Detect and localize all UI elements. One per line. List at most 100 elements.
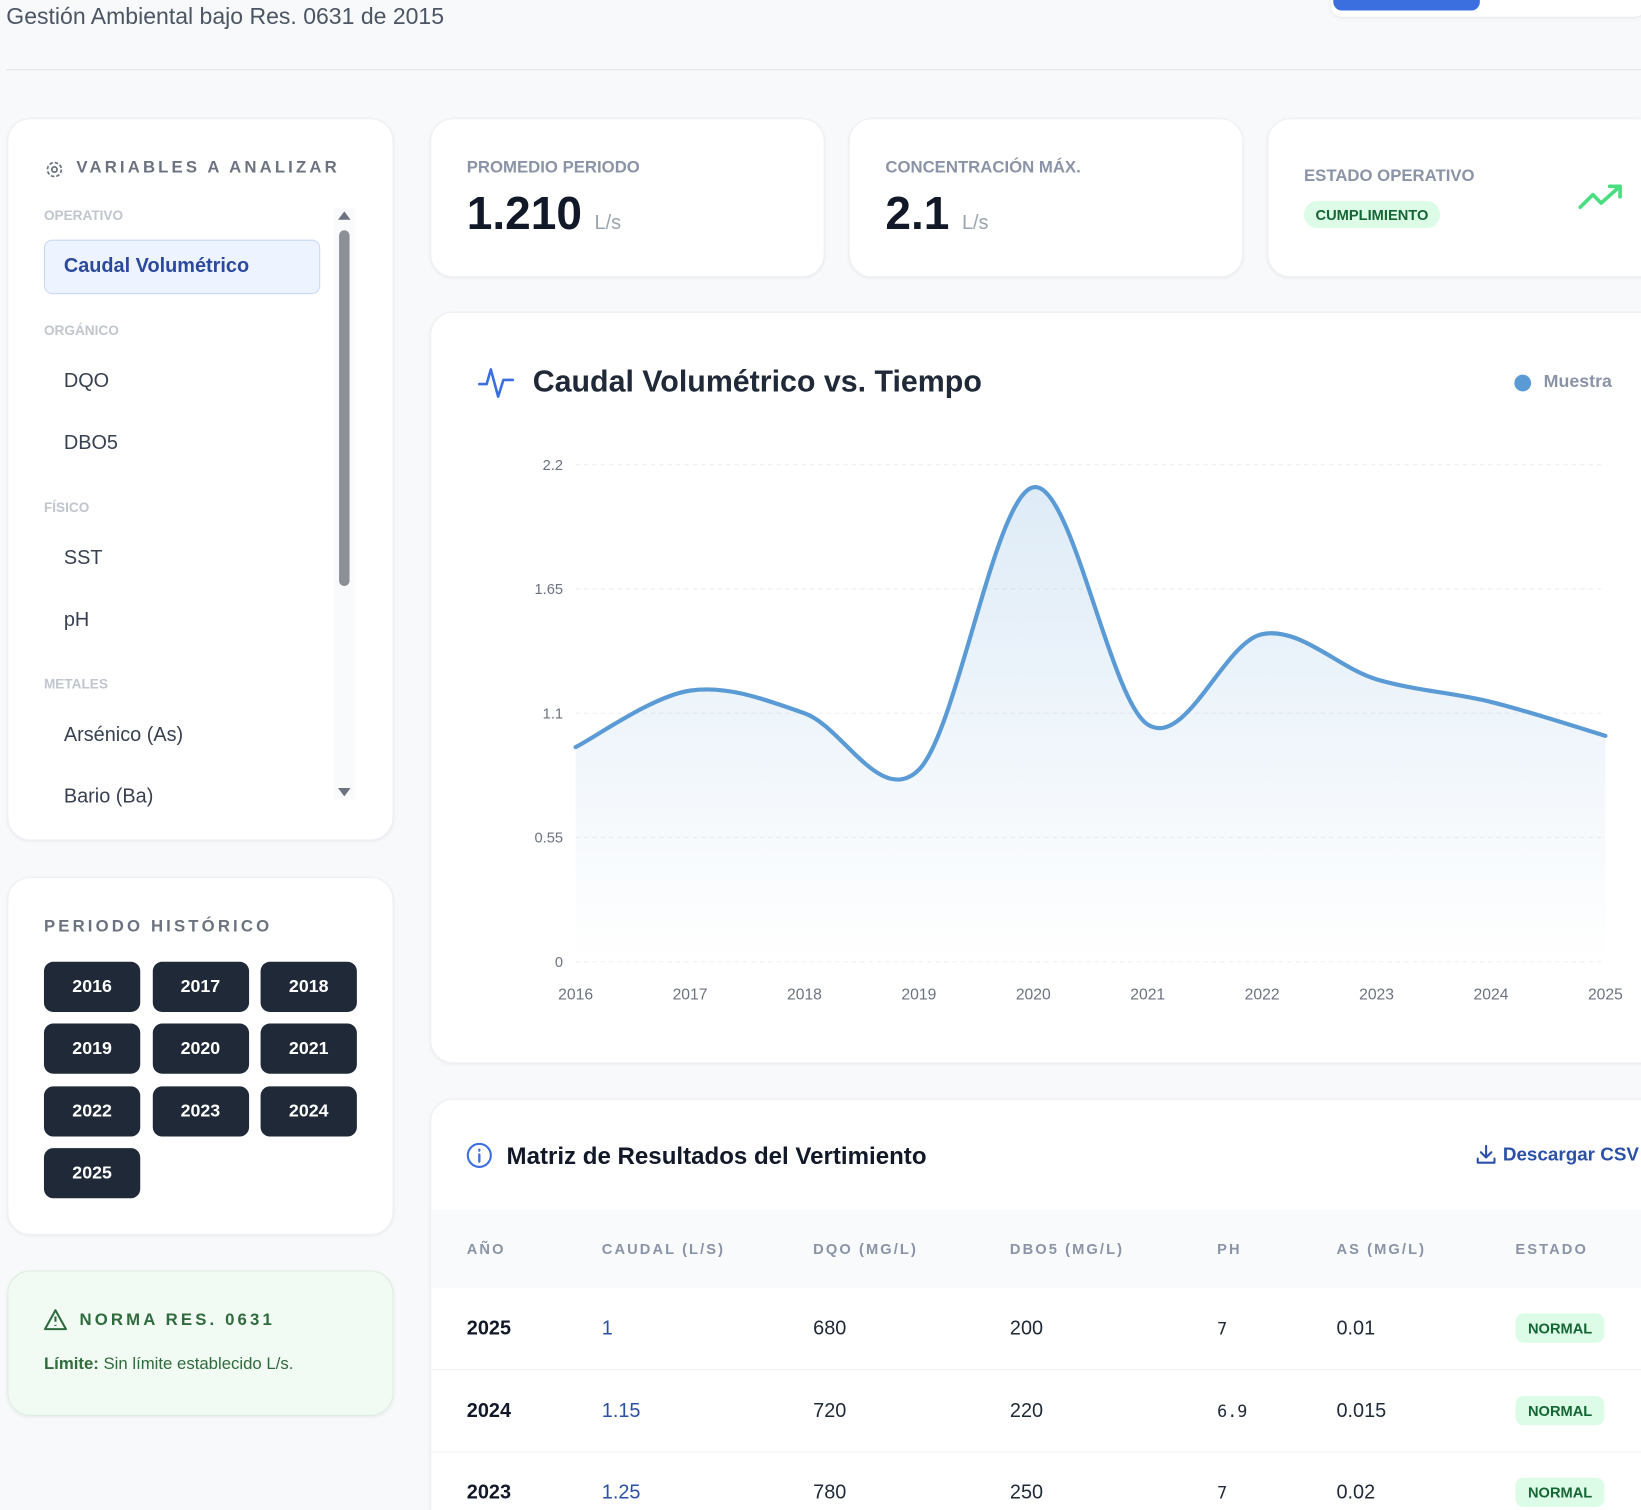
chart-title: Caudal Volumétrico vs. Tiempo: [532, 365, 982, 399]
table-cell: 1.15: [601, 1399, 641, 1422]
variable-item-selected-bg[interactable]: [43, 239, 321, 295]
table-cell: 680: [813, 1317, 847, 1340]
info-icon: [466, 1142, 492, 1168]
subtitle: Gestión Ambiental bajo Res. 0631 de 2015: [6, 3, 445, 30]
scroll-down[interactable]: [337, 786, 352, 799]
y-tick-label: 2.2: [543, 458, 563, 474]
table-header-row: [431, 1209, 1641, 1289]
year-button[interactable]: 2024: [260, 1085, 357, 1137]
y-tick-label: 1.1: [543, 706, 563, 722]
variables-card: VARIABLES A ANALIZAR OPERATIVO Caudal Vol…: [7, 118, 394, 841]
area: [575, 487, 1606, 962]
table-cell: 7: [1217, 1318, 1228, 1339]
table-cell: 6.9: [1217, 1400, 1248, 1421]
scrollbar-thumb[interactable]: [339, 230, 350, 587]
column-header: DQO (MG/L): [813, 1240, 918, 1257]
norm-title: NORMA RES. 0631: [79, 1311, 275, 1330]
table-cell: 720: [813, 1399, 847, 1422]
x-tick-label: 2025: [1588, 986, 1623, 1003]
line: [573, 485, 1608, 782]
group-label: FÍSICO: [43, 499, 90, 515]
variable-item[interactable]: DQO: [63, 370, 110, 393]
year-button[interactable]: 2020: [152, 1023, 249, 1075]
kpi-unit: L/s: [594, 212, 622, 235]
year-button[interactable]: 2025: [43, 1147, 141, 1199]
y-tick-label: 0.55: [535, 831, 564, 847]
period-card: PERIODO HISTÓRICO 2016 2017 2018 2019 2020 20…: [7, 877, 394, 1235]
norm-text: Sin límite establecido L/s.: [103, 1355, 294, 1374]
norm-card: NORMA RES. 0631 Límite: Sin límite estab…: [7, 1270, 394, 1416]
year-button[interactable]: 2019: [43, 1023, 141, 1075]
column-header: AÑO: [466, 1240, 506, 1257]
top-button[interactable]: [1333, 0, 1480, 11]
column-header: PH: [1217, 1240, 1242, 1257]
variable-item[interactable]: Caudal Volumétrico: [63, 255, 250, 278]
table-cell: 250: [1009, 1481, 1044, 1504]
table-cell: 2023: [466, 1481, 512, 1504]
divider: [6, 69, 1641, 71]
kpi-label: PROMEDIO PERIODO: [466, 159, 640, 177]
trend-icon: [1578, 184, 1622, 210]
table-cell: 200: [1009, 1317, 1044, 1340]
variable-item[interactable]: Arsénico (As): [63, 724, 184, 747]
year-button[interactable]: 2017: [152, 961, 249, 1013]
x-tick-label: 2024: [1474, 986, 1509, 1003]
row-divider: [431, 1368, 1641, 1370]
year-button[interactable]: 2021: [260, 1023, 357, 1075]
status-badge: NORMAL: [1515, 1313, 1605, 1343]
year-button[interactable]: 2023: [152, 1085, 249, 1137]
variable-item[interactable]: Bario (Ba): [63, 785, 154, 807]
table-cell: 0.015: [1336, 1399, 1387, 1422]
x-tick-label: 2016: [558, 986, 593, 1003]
table-card: Matriz de Resultados del Vertimiento Des…: [430, 1098, 1641, 1510]
activity-icon: [478, 368, 515, 398]
scroll-up[interactable]: [337, 209, 352, 222]
variables-title: VARIABLES A ANALIZAR: [76, 159, 340, 177]
x-tick-label: 2021: [1130, 986, 1165, 1003]
chart-card: Caudal Volumétrico vs. Tiempo Muestra 0 0…: [430, 311, 1641, 1064]
group-label: METALES: [43, 676, 108, 692]
variable-item[interactable]: pH: [63, 609, 90, 632]
kpi-label: CONCENTRACIÓN MÁX.: [885, 159, 1081, 177]
legend-swatch: [1514, 374, 1532, 392]
kpi-value: 1.210: [466, 188, 582, 240]
column-header: AS (MG/L): [1336, 1240, 1427, 1257]
gear-icon: [46, 161, 63, 178]
year-button[interactable]: 2022: [43, 1085, 141, 1137]
table-cell: 780: [813, 1481, 847, 1504]
kpi-value-row: 1.210 L/s: [467, 188, 621, 240]
download-icon: [1476, 1144, 1496, 1164]
table-cell: 1: [601, 1317, 613, 1340]
variable-item[interactable]: DBO5: [63, 432, 118, 455]
row-divider: [431, 1451, 1641, 1453]
kpi-card: CONCENTRACIÓN MÁX. 2.1 L/s: [848, 118, 1244, 278]
download-csv[interactable]: Descargar CSV: [1502, 1143, 1639, 1165]
status-badge: NORMAL: [1515, 1477, 1605, 1508]
table-cell: 2025: [466, 1317, 512, 1340]
year-button[interactable]: 2016: [43, 961, 141, 1013]
status-badge: NORMAL: [1515, 1395, 1605, 1425]
kpi-label: ESTADO OPERATIVO: [1304, 167, 1475, 186]
y-tick-label: 0: [555, 955, 563, 971]
kpi-card: PROMEDIO PERIODO 1.210 L/s: [430, 118, 825, 278]
column-header: ESTADO: [1515, 1240, 1588, 1257]
column-header: CAUDAL (L/S): [601, 1240, 726, 1257]
group-label: OPERATIVO: [43, 207, 124, 223]
table-cell: 2024: [466, 1399, 512, 1422]
table-cell: 220: [1009, 1399, 1044, 1422]
x-tick-label: 2019: [901, 986, 936, 1003]
norm-label: Límite:: [43, 1355, 99, 1374]
legend-label: Muestra: [1543, 371, 1612, 392]
y-tick-label: 1.65: [535, 582, 564, 598]
table-cell: 7: [1217, 1482, 1228, 1503]
status-badge: CUMPLIMIENTO: [1304, 200, 1440, 229]
x-tick-label: 2017: [673, 986, 708, 1003]
table-cell: 0.02: [1336, 1481, 1376, 1504]
kpi-value: 2.1: [885, 188, 950, 240]
variable-item[interactable]: SST: [63, 547, 103, 570]
year-button[interactable]: 2018: [260, 961, 357, 1013]
group-label: ORGÁNICO: [43, 322, 119, 339]
